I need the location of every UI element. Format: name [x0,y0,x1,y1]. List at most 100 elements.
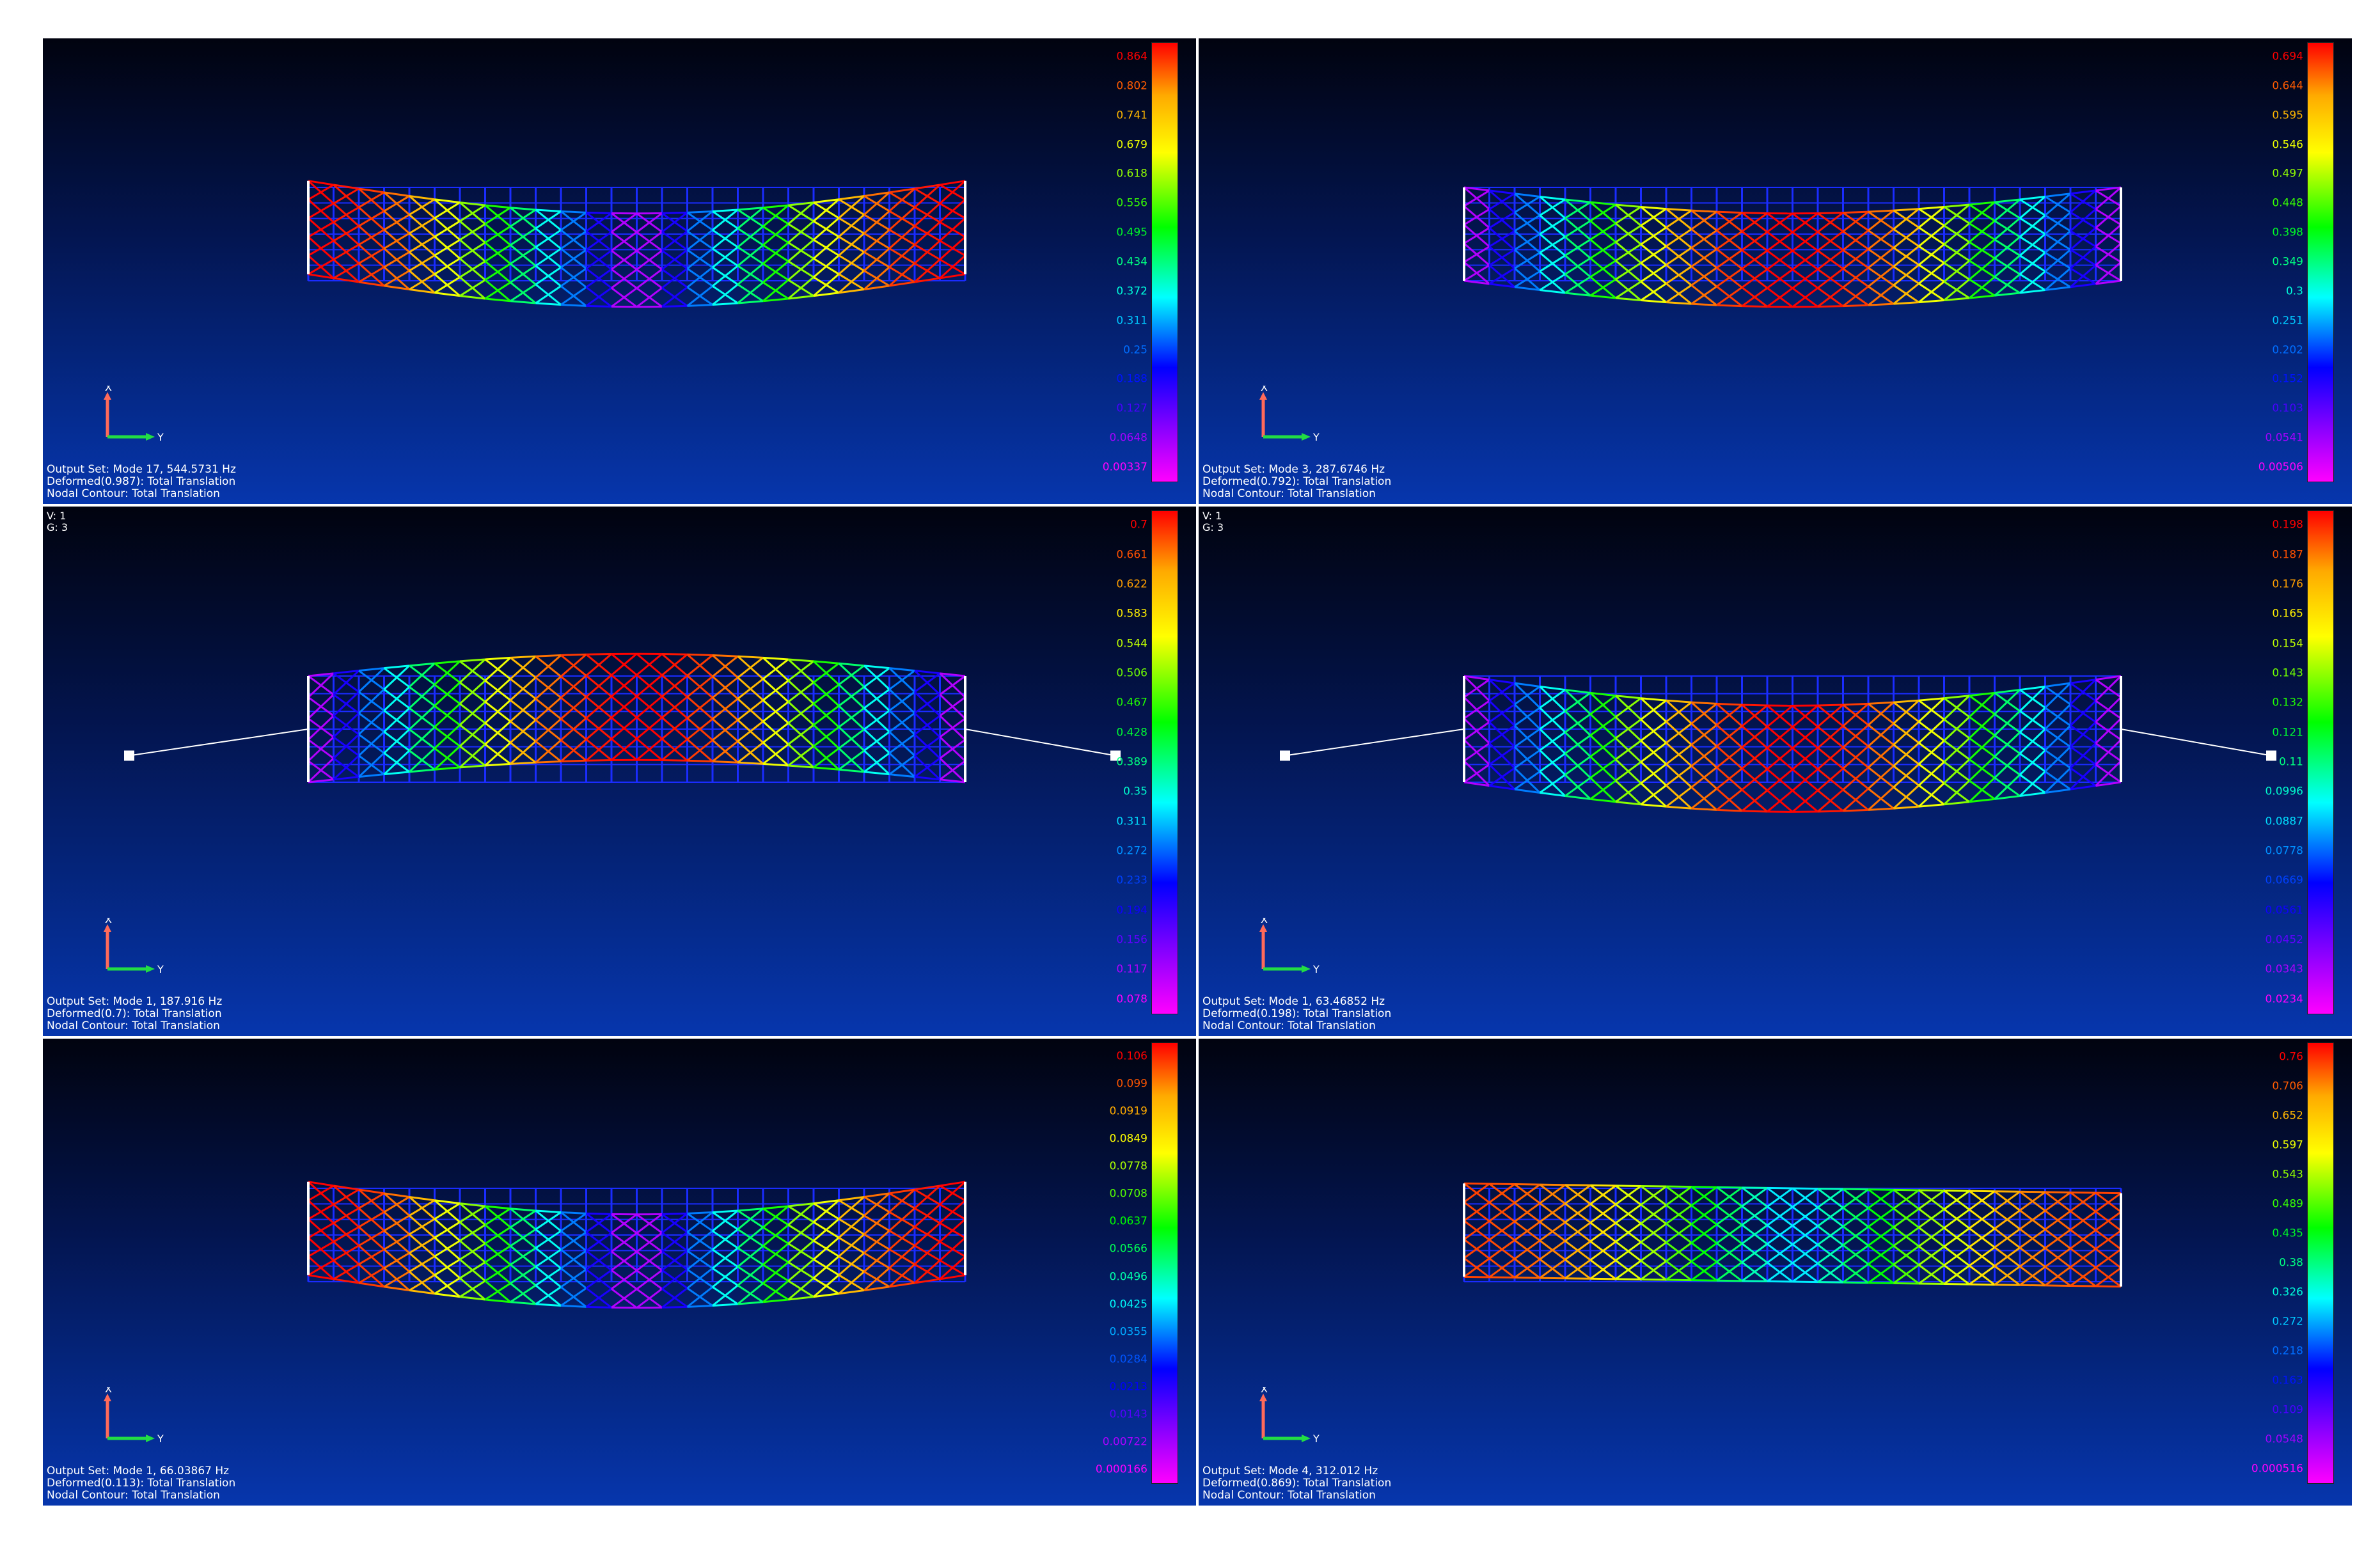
legend-value: 0.0425 [1109,1298,1147,1311]
axis-y-label: Y [157,431,164,443]
legend-value: 0.000166 [1095,1463,1147,1476]
axis-y-label: Y [1312,431,1320,443]
output-info: Output Set: Mode 1, 63.46852 Hz Deformed(… [1202,996,1391,1032]
output-info: Output Set: Mode 17, 544.5731 Hz Deformed… [47,464,236,500]
viewport-mode-1-c[interactable]: X Y Output Set: Mode 1, 66.03867 Hz Deforme… [43,1039,1196,1506]
legend-value: 0.741 [1116,109,1147,122]
output-info: Output Set: Mode 1, 66.03867 Hz Deformed(… [47,1465,235,1502]
deformed-mesh [307,1181,966,1309]
legend-value: 0.644 [2272,79,2303,93]
legend-value: 0.489 [2272,1197,2303,1211]
axis-x-label: X [1261,918,1268,925]
legend-value: 0.0234 [2265,993,2303,1006]
deformed-mesh [307,652,966,783]
legend-value: 0.3 [2285,285,2303,298]
left-node-marker [1280,750,1290,761]
deformed-label: Deformed(0.113): Total Translation [47,1477,236,1490]
legend-value: 0.864 [1116,50,1147,63]
legend-value: 0.109 [2272,1403,2303,1417]
legend-value: 0.434 [1116,255,1147,269]
axis-triad-icon: XY [104,1387,164,1445]
legend-value: 0.152 [2272,372,2303,386]
deformed-mesh [307,180,966,308]
legend-value: 0.078 [1116,993,1147,1006]
output-info: Output Set: Mode 4, 312.012 Hz Deformed(0… [1202,1465,1391,1502]
legend-value: 0.311 [1116,314,1147,327]
viewport-mode-1-a[interactable]: V: 1 G: 3 X Y Output Set: Mode 1, 187.916 Hz… [43,507,1196,1036]
legend-value: 0.802 [1116,79,1147,93]
contour-legend-values: 0.694 0.644 0.595 0.546 0.497 0.448 0.398 0.349… [2226,42,2303,482]
right-node-marker [2266,750,2276,761]
viewport-mode-3[interactable]: X Y Output Set: Mode 3, 287.6746 Hz Deforme… [1199,38,2352,504]
viewport-mode-1-b[interactable]: V: 1 G: 3 X Y Output Set: Mode 1, 63.46852 H… [1199,507,2352,1036]
contour-legend-values: 0.76 0.706 0.652 0.597 0.543 0.489 0.435 0.38 0.… [2226,1042,2303,1484]
legend-value: 0.38 [2279,1256,2303,1270]
legend-value: 0.103 [2272,402,2303,415]
legend-value: 0.121 [2272,726,2303,739]
legend-value: 0.188 [1116,372,1147,386]
contour-legend-values: 0.864 0.802 0.741 0.679 0.618 0.556 0.495 0.434… [1071,42,1147,482]
contour-label: Nodal Contour: Total Translation [47,1019,220,1032]
legend-value: 0.106 [1116,1050,1147,1063]
contour-label: Nodal Contour: Total Translation [1202,487,1376,500]
view-label: V: 1 [47,510,67,522]
legend-value: 0.35 [1123,785,1147,798]
legend-value: 0.556 [1116,196,1147,210]
legend-value: 0.506 [1116,666,1147,680]
deformed-mesh [1463,675,2122,813]
legend-value: 0.0343 [2265,963,2303,976]
legend-value: 0.694 [2272,50,2303,63]
axis-triad-icon: XY [104,918,164,975]
undeformed-mesh [307,675,966,783]
legend-value: 0.661 [1116,548,1147,562]
right-spring [2120,728,2272,757]
legend-value: 0.0355 [1109,1325,1147,1339]
axis-triad-icon: XY [1259,386,1320,443]
axis-y-label: Y [157,963,164,975]
legend-value: 0.495 [1116,226,1147,239]
legend-value: 0.198 [2272,518,2303,531]
mesh-plot [124,652,1121,783]
left-spring [129,728,309,757]
legend-value: 0.583 [1116,607,1147,620]
left-node-marker [124,750,134,761]
legend-value: 0.543 [2272,1168,2303,1181]
contour-legend-bar [2307,42,2334,482]
legend-value: 0.11 [2279,755,2303,769]
deformed-label: Deformed(0.987): Total Translation [47,475,236,488]
contour-legend-values: 0.7 0.661 0.622 0.583 0.544 0.506 0.467 0.428 0.… [1071,510,1147,1014]
contour-label: Nodal Contour: Total Translation [47,487,220,500]
legend-value: 0.7 [1130,518,1147,531]
legend-value: 0.0143 [1109,1408,1147,1421]
legend-value: 0.0548 [2265,1433,2303,1446]
legend-value: 0.546 [2272,138,2303,152]
legend-value: 0.398 [2272,226,2303,239]
output-set-label: Output Set: Mode 3, 287.6746 Hz [1202,463,1385,476]
contour-legend-bar [2307,1042,2334,1484]
axis-y-label: Y [157,1433,164,1445]
legend-value: 0.0708 [1109,1187,1147,1200]
mesh-plot [1280,675,2276,813]
legend-value: 0.497 [2272,167,2303,180]
legend-value: 0.202 [2272,343,2303,357]
legend-value: 0.706 [2272,1080,2303,1093]
axis-x-label: X [1261,386,1268,393]
legend-value: 0.0284 [1109,1353,1147,1366]
deformed-mesh [1463,1182,2122,1288]
viewport-mode-17[interactable]: X Y Output Set: Mode 17, 544.5731 Hz Deform… [43,38,1196,504]
legend-value: 0.0637 [1109,1215,1147,1228]
legend-value: 0.194 [1116,904,1147,917]
group-label: G: 3 [1202,521,1224,533]
viewport-mode-4[interactable]: X Y Output Set: Mode 4, 312.012 Hz Deformed… [1199,1039,2352,1506]
legend-value: 0.163 [2272,1374,2303,1387]
legend-value: 0.0778 [1109,1160,1147,1173]
legend-value: 0.372 [1116,285,1147,298]
view-group-label: V: 1 G: 3 [1202,510,1224,533]
mesh-plot [1463,1182,2122,1288]
legend-value: 0.0887 [2265,815,2303,828]
legend-value: 0.0849 [1109,1132,1147,1145]
legend-value: 0.0996 [2265,785,2303,798]
left-spring [1284,728,1465,757]
legend-value: 0.176 [2272,578,2303,591]
legend-value: 0.218 [2272,1344,2303,1358]
